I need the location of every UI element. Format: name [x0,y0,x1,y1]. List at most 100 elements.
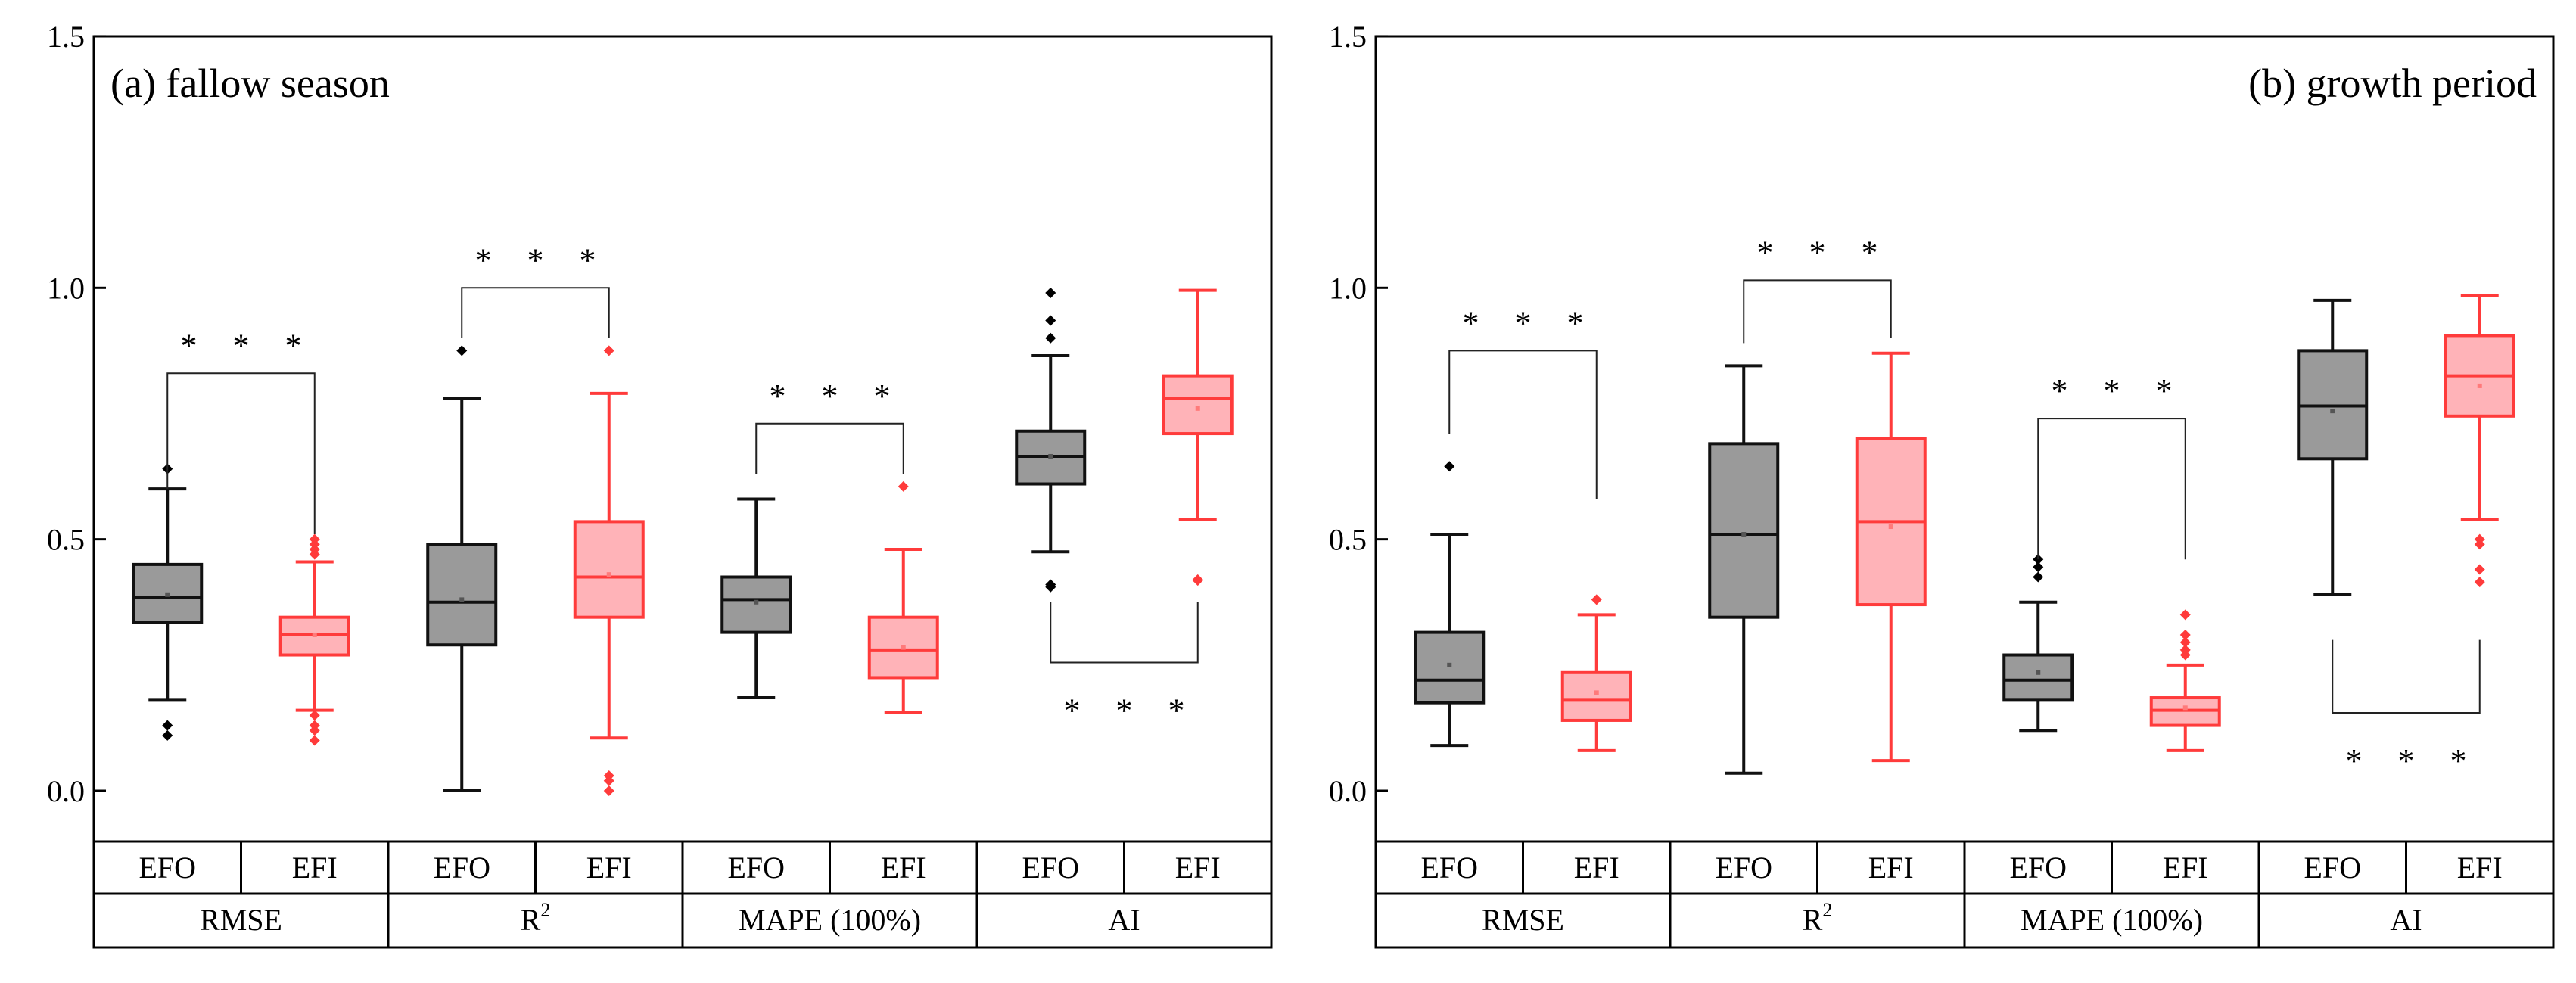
plot-frame [92,35,1273,949]
box-category-label: EFI [1574,851,1619,885]
mean-marker [901,645,906,650]
outlier-point [456,345,468,356]
metric-label: R2 [521,899,551,937]
outlier-point [1045,315,1056,326]
box-category-label: EFI [2163,851,2208,885]
outlier-point [898,481,909,492]
outlier-point [2033,561,2044,573]
box-iqr [1414,630,1486,705]
mean-marker [312,632,317,637]
outlier-point [2033,571,2044,583]
box-efi [1560,594,1632,752]
significance-label: * * * [181,327,316,364]
significance-label: * * * [1463,304,1598,341]
box-iqr [1708,442,1780,619]
outlier-point [309,725,320,736]
box-efo [1708,364,1780,775]
box-category-label: EFI [2457,851,2503,885]
outlier-point [309,549,320,560]
box-category-label: EFI [1175,851,1221,885]
outlier-point [603,785,614,796]
box-efo [426,345,498,792]
panel-title: (a) fallow season [110,61,390,106]
significance-label: * * * [2346,742,2481,779]
outlier-point [309,710,320,721]
significance-bracket [755,422,904,474]
box-category-label: EFO [1715,851,1772,885]
outlier-point [603,775,614,786]
outlier-point [2179,636,2191,648]
metric-label: MAPE (100%) [2021,903,2203,937]
box-efo [132,463,204,741]
metric-label: RMSE [1482,903,1564,937]
significance-label: * * * [1064,692,1199,729]
box-efi [573,345,645,796]
box-iqr [1560,670,1632,722]
metric-label: AI [1108,903,1140,937]
significance-bracket [2332,639,2481,714]
box-efi [1855,351,1927,763]
mean-marker [1447,662,1452,667]
mean-marker [165,592,170,597]
box-category-label: EFO [433,851,490,885]
outlier-point [1591,594,1602,605]
mean-marker [1195,406,1200,411]
outlier-point [1045,287,1056,298]
box-category-label: EFI [586,851,632,885]
y-tick-label: 1.5 [47,20,85,54]
outlier-point [2474,539,2485,550]
y-tick-label: 0.5 [1329,523,1367,557]
mean-marker [1888,524,1893,530]
significance-bracket [166,372,316,535]
box-category-label: EFO [727,851,785,885]
y-tick-label: 1.0 [47,271,85,305]
box-efo [1414,461,1486,748]
outlier-point [309,735,320,746]
panel-title: (b) growth period [2248,61,2537,106]
box-efi [278,533,350,746]
box-category-label: EFO [2009,851,2067,885]
outlier-point [2474,577,2485,588]
outlier-point [2179,649,2191,661]
mean-marker [459,597,465,602]
outlier-point [1045,581,1056,593]
significance-label: * * * [1757,234,1892,271]
outlier-point [162,729,173,741]
box-category-label: EFI [881,851,926,885]
significance-label: * * * [770,378,904,415]
mean-marker [1048,453,1053,459]
significance-bracket [1743,279,1892,344]
significance-bracket [2037,418,2186,560]
y-tick-label: 0.0 [47,774,85,808]
box-efo [1015,287,1087,593]
box-category-label: EFI [292,851,338,885]
box-iqr [1162,374,1234,436]
outlier-point [2179,609,2191,621]
significance-bracket [461,287,610,338]
box-category-label: EFO [1022,851,1079,885]
outlier-point [603,345,614,356]
outlier-point [2474,564,2485,575]
metric-label: AI [2390,903,2422,937]
outlier-point [1192,575,1203,586]
mean-marker [2477,383,2482,388]
box-iqr [573,520,645,619]
mean-marker [2036,670,2041,675]
mean-marker [1594,690,1599,695]
box-category-label: EFI [1868,851,1914,885]
box-efi [1162,288,1234,586]
significance-label: * * * [2052,372,2186,409]
metric-label-superscript: 2 [1822,899,1832,921]
outlier-point [1045,332,1056,344]
mean-marker [606,572,611,577]
box-category-label: EFO [2304,851,2361,885]
box-iqr [426,543,498,647]
box-iqr [720,575,792,634]
plot-frame [1374,35,2555,949]
mean-marker [754,599,759,605]
metric-label: RMSE [200,903,282,937]
box-efi [2149,609,2221,752]
metric-label-superscript: 2 [540,899,550,921]
outlier-point [162,720,173,731]
